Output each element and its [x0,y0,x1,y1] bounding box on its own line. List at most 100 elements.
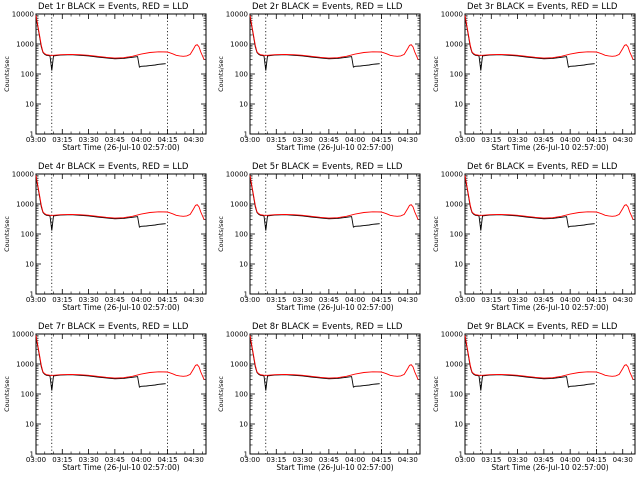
y-tick-label: 100 [235,391,248,399]
x-tick-label: 03:00 [455,296,475,304]
y-tick-label: 1000 [445,41,463,49]
y-tick-label: 1000 [230,361,248,369]
y-tick-label: 1000 [445,201,463,209]
series-line-lld [35,15,205,60]
plot-frame [35,13,207,135]
plot-frame [35,333,207,455]
y-tick-label: 1 [30,291,34,299]
x-tick-label: 03:15 [266,456,286,464]
x-tick-label: 04:00 [345,456,365,464]
y-axis-label: Counts/sec [432,376,440,412]
y-tick-label: 10 [454,101,463,109]
series-line-events [464,16,595,71]
panel-title: Det 8r BLACK = Events, RED = LLD [252,322,403,332]
panel-title: Det 4r BLACK = Events, RED = LLD [38,162,189,172]
y-tick-label: 10000 [441,11,463,19]
y-tick-label: 100 [21,391,34,399]
x-tick-label: 03:00 [26,136,46,144]
plot-frame [464,173,636,295]
y-axis-label: Counts/sec [3,376,11,412]
series-line-events [35,176,166,231]
x-tick-label: 03:30 [78,136,98,144]
x-tick-label: 03:15 [481,136,501,144]
x-tick-label: 03:30 [78,296,98,304]
x-tick-label: 03:00 [240,456,260,464]
y-tick-label: 10000 [226,331,248,339]
y-tick-label: 10 [239,421,248,429]
y-axis-label: Counts/sec [217,216,225,252]
x-tick-label: 04:15 [371,456,391,464]
panel-title: Det 6r BLACK = Events, RED = LLD [467,162,618,172]
x-tick-label: 03:45 [319,456,339,464]
x-tick-label: 04:30 [398,136,418,144]
x-tick-label: 04:00 [345,136,365,144]
y-tick-label: 1000 [16,201,34,209]
x-tick-label: 03:45 [105,456,125,464]
y-tick-label: 10000 [12,11,34,19]
y-axis-label: Counts/sec [432,56,440,92]
x-tick-label: 03:15 [52,296,72,304]
x-tick-label: 04:30 [398,296,418,304]
y-tick-label: 100 [21,231,34,239]
y-tick-label: 1 [244,131,248,139]
y-tick-label: 100 [450,391,463,399]
x-axis-label: Start Time (26-Jul-10 02:57:00) [491,143,608,152]
series-line-events [35,336,166,391]
y-axis-label: Counts/sec [217,56,225,92]
series-line-lld [464,175,634,220]
x-tick-label: 03:30 [78,456,98,464]
panel-title: Det 7r BLACK = Events, RED = LLD [38,322,189,332]
panel-title: Det 1r BLACK = Events, RED = LLD [38,2,189,12]
plot-frame [464,13,636,135]
x-tick-label: 03:15 [266,136,286,144]
x-tick-label: 04:30 [398,456,418,464]
y-tick-label: 1 [30,131,34,139]
x-axis-label: Start Time (26-Jul-10 02:57:00) [491,303,608,312]
panel-8: Det 8r BLACK = Events, RED = LLD 1 10 100 10… [217,322,421,472]
x-tick-label: 04:15 [586,136,606,144]
x-tick-label: 04:15 [371,296,391,304]
x-tick-label: 04:00 [131,296,151,304]
x-tick-label: 03:15 [481,456,501,464]
x-tick-label: 03:45 [534,136,554,144]
y-tick-label: 1000 [230,41,248,49]
x-tick-label: 03:00 [26,456,46,464]
x-tick-label: 03:30 [292,136,312,144]
x-tick-label: 03:30 [292,456,312,464]
y-tick-label: 100 [235,231,248,239]
plot-frame [249,13,421,135]
x-tick-label: 04:15 [157,136,177,144]
series-line-lld [35,175,205,220]
x-tick-label: 04:00 [131,136,151,144]
x-axis-label: Start Time (26-Jul-10 02:57:00) [62,463,179,472]
panel-title: Det 5r BLACK = Events, RED = LLD [252,162,403,172]
y-axis-label: Counts/sec [432,216,440,252]
series-line-lld [249,15,419,60]
x-tick-label: 03:30 [292,296,312,304]
y-tick-label: 1 [459,451,463,459]
y-tick-label: 100 [450,231,463,239]
x-tick-label: 04:00 [560,296,580,304]
y-tick-label: 100 [450,71,463,79]
x-tick-label: 04:30 [613,456,633,464]
y-tick-label: 10000 [12,171,34,179]
x-axis-label: Start Time (26-Jul-10 02:57:00) [276,303,393,312]
y-tick-label: 1000 [16,41,34,49]
panel-4: Det 4r BLACK = Events, RED = LLD 1 10 100 10… [3,162,207,312]
x-tick-label: 04:15 [586,296,606,304]
x-tick-label: 03:30 [507,296,527,304]
x-tick-label: 04:30 [184,136,204,144]
x-tick-label: 04:15 [157,296,177,304]
series-line-events [464,336,595,391]
x-tick-label: 04:30 [184,296,204,304]
y-tick-label: 1000 [445,361,463,369]
y-tick-label: 1 [459,131,463,139]
y-tick-label: 10 [25,261,34,269]
series-line-lld [464,15,634,60]
series-line-events [249,176,380,231]
panel-3: Det 3r BLACK = Events, RED = LLD 1 10 100 10… [432,2,636,152]
x-tick-label: 03:15 [52,136,72,144]
y-tick-label: 10000 [226,11,248,19]
panel-5: Det 5r BLACK = Events, RED = LLD 1 10 100 10… [217,162,421,312]
